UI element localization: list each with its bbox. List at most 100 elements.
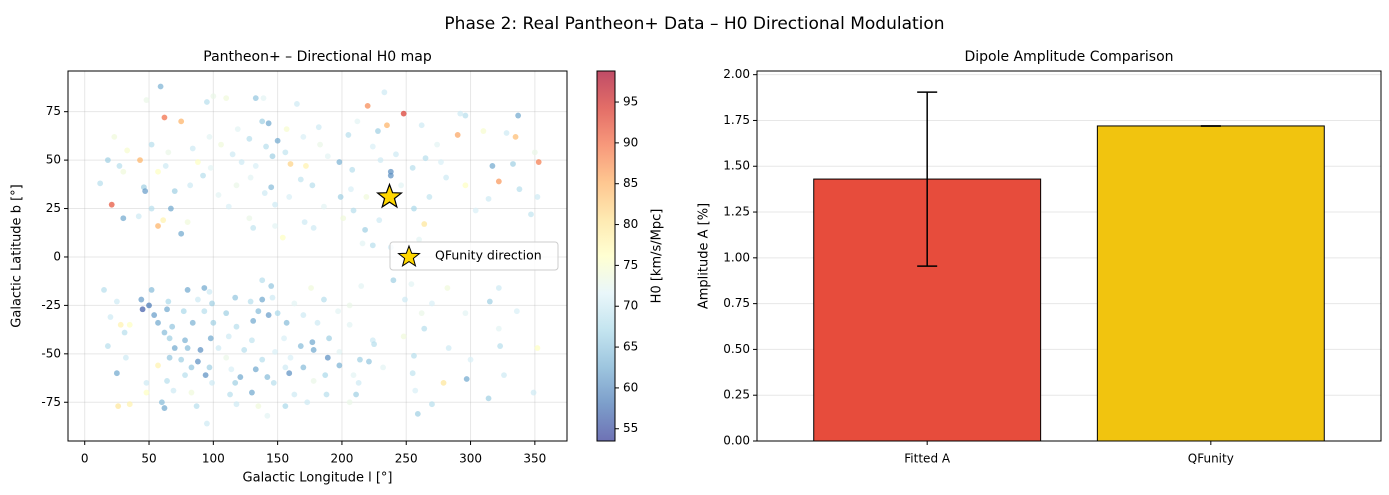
scatter-point xyxy=(209,379,215,386)
bar-y-tick-label: 0.75 xyxy=(723,296,750,310)
bar-x-tick-label: Fitted A xyxy=(904,452,951,466)
scatter-point xyxy=(485,395,492,402)
scatter-point xyxy=(194,159,201,165)
scatter-x-tick-label: 250 xyxy=(395,452,418,466)
scatter-point xyxy=(268,283,275,289)
scatter-point xyxy=(200,172,206,179)
scatter-point xyxy=(300,312,307,318)
scatter-point xyxy=(206,288,213,295)
scatter-point xyxy=(268,184,275,191)
scatter-point xyxy=(206,133,213,140)
scatter-point xyxy=(310,378,317,384)
scatter-point xyxy=(400,110,407,117)
scatter-point xyxy=(411,205,417,212)
scatter-point xyxy=(323,391,330,398)
scatter-point xyxy=(467,356,474,363)
qfunity-star-icon xyxy=(375,182,404,209)
scatter-point xyxy=(408,281,415,287)
scatter-point xyxy=(317,141,323,148)
scatter-point xyxy=(287,161,294,167)
scatter-point xyxy=(485,195,492,202)
scatter-point xyxy=(366,358,372,365)
error-bars xyxy=(917,91,1221,267)
scatter-point xyxy=(166,335,173,342)
scatter-point xyxy=(115,403,122,410)
scatter-point xyxy=(160,217,167,224)
scatter-point xyxy=(501,372,507,379)
scatter-point xyxy=(171,345,178,351)
scatter-point xyxy=(108,201,115,208)
scatter-chart: Pantheon+ – Directional H0 map 0 50 100 150… xyxy=(10,49,568,486)
scatter-point xyxy=(180,308,187,315)
scatter-point xyxy=(252,366,259,373)
scatter-point xyxy=(269,294,276,301)
scatter-point xyxy=(116,163,123,169)
scatter-point xyxy=(121,329,128,336)
scatter-point xyxy=(444,285,451,291)
scatter-point xyxy=(188,389,195,396)
scatter-point xyxy=(233,182,240,189)
scatter-x-tick-label: 300 xyxy=(459,452,482,466)
scatter-point xyxy=(194,296,201,303)
scatter-point xyxy=(321,296,327,303)
scatter-point xyxy=(201,285,208,291)
scatter-point xyxy=(223,95,230,102)
bar-x-tick-label: QFunity xyxy=(1188,452,1234,466)
scatter-point xyxy=(233,401,240,408)
scatter-point xyxy=(364,102,371,109)
scatter-point xyxy=(162,163,169,169)
scatter-point xyxy=(286,370,293,377)
scatter-point xyxy=(346,302,353,309)
scatter-point xyxy=(454,132,461,138)
scatter-point xyxy=(143,389,150,396)
scatter-point xyxy=(225,333,232,340)
scatter-point xyxy=(287,354,294,361)
scatter-point xyxy=(259,277,266,284)
scatter-point xyxy=(229,151,236,158)
scatter-point xyxy=(283,126,290,133)
scatter-point xyxy=(418,310,425,317)
scatter-point xyxy=(265,312,272,318)
scatter-point xyxy=(371,341,377,348)
scatter-y-label: Galactic Latitude b [°] xyxy=(10,184,25,327)
scatter-point xyxy=(155,319,161,326)
scatter-point xyxy=(384,122,390,129)
scatter-point xyxy=(409,370,416,377)
scatter-y-tick-label: 25 xyxy=(46,201,61,215)
scatter-point xyxy=(337,194,344,200)
scatter-point xyxy=(286,194,293,200)
scatter-point xyxy=(402,296,408,303)
scatter-point xyxy=(187,182,194,189)
scatter-point xyxy=(429,300,435,307)
scatter-point xyxy=(495,178,502,185)
scatter-point xyxy=(445,345,452,351)
scatter-point xyxy=(101,287,107,293)
scatter-point xyxy=(233,323,240,330)
scatter-point xyxy=(398,182,404,189)
colorbar-gradient xyxy=(596,70,616,442)
scatter-x-tick-label: 350 xyxy=(523,452,546,466)
scatter-y-tick-label: 75 xyxy=(46,104,61,118)
scatter-point xyxy=(155,223,161,229)
scatter-point xyxy=(264,412,271,419)
scatter-point xyxy=(249,337,255,344)
scatter-point xyxy=(310,225,317,231)
scatter-point xyxy=(495,325,502,332)
scatter-point xyxy=(238,159,245,165)
scatter-point xyxy=(387,172,394,179)
scatter-point xyxy=(380,364,386,371)
scatter-point xyxy=(426,194,433,200)
scatter-point xyxy=(422,155,429,162)
scatter-point xyxy=(324,153,331,160)
scatter-point xyxy=(189,145,196,152)
scatter-point xyxy=(534,194,541,200)
scatter-point xyxy=(269,153,276,160)
colorbar-tick-label: 65 xyxy=(623,340,638,354)
scatter-point xyxy=(234,126,241,133)
scatter-point xyxy=(126,401,133,408)
scatter-point xyxy=(223,310,230,317)
scatter-point xyxy=(215,192,222,198)
scatter-x-tick-label: 150 xyxy=(266,452,289,466)
scatter-point xyxy=(241,347,248,353)
colorbar-ticks: 55 60 65 70 75 80 85 90 95 xyxy=(615,95,638,435)
